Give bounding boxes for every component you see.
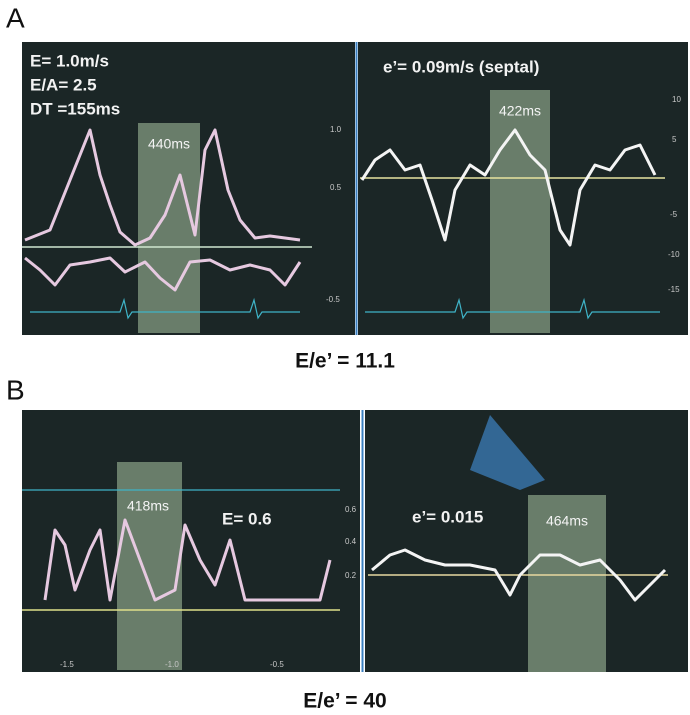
overlay-text: e’= 0.015 [412, 507, 483, 526]
tick-label: 0.6 [345, 505, 357, 514]
tick-label: -5 [670, 210, 678, 219]
interval-label: 440ms [148, 136, 190, 152]
interval-label: 464ms [546, 513, 588, 529]
ecg [365, 297, 660, 320]
overlay-text: e’= 0.09m/s (septal) [383, 57, 539, 76]
tick-label: 5 [672, 135, 677, 144]
tick-label: 0.2 [345, 571, 357, 580]
e-a-wave [43, 518, 332, 602]
tick-label: 0.5 [330, 183, 342, 192]
interval-highlight [117, 462, 182, 670]
interval-label: 422ms [499, 103, 541, 119]
tick-label: -10 [668, 250, 680, 259]
overlay-text: E= 1.0m/s [30, 51, 109, 70]
tick-label: 1.0 [330, 125, 342, 134]
ratio: E/e’ = 11.1 [295, 350, 395, 373]
interval-highlight [528, 495, 606, 672]
overlay-text: DT =155ms [30, 99, 120, 118]
tick-label: -15 [668, 285, 680, 294]
tissue-velocity [371, 548, 667, 602]
tick-label: 0.4 [345, 537, 357, 546]
overlay-text: E/A= 2.5 [30, 75, 97, 94]
reverse-flow [24, 256, 302, 292]
interval-label: 418ms [127, 498, 169, 514]
overlay-text: E= 0.6 [222, 509, 272, 528]
tick-label: -0.5 [270, 660, 284, 669]
tissue-velocity [360, 128, 657, 247]
interval-highlight [138, 123, 200, 333]
tick-label: -1.5 [60, 660, 74, 669]
tick-label: 10 [672, 95, 681, 104]
ratio: E/e’ = 40 [303, 690, 387, 713]
panel-label: B [6, 374, 25, 405]
e-a-wave [24, 128, 301, 247]
color-sector [470, 415, 545, 490]
panel-label: A [6, 2, 25, 33]
tick-label: -1.0 [165, 660, 179, 669]
interval-highlight [490, 90, 550, 333]
tick-label: -0.5 [326, 295, 340, 304]
tissue-doppler-image [365, 410, 688, 672]
ecg [30, 297, 300, 320]
